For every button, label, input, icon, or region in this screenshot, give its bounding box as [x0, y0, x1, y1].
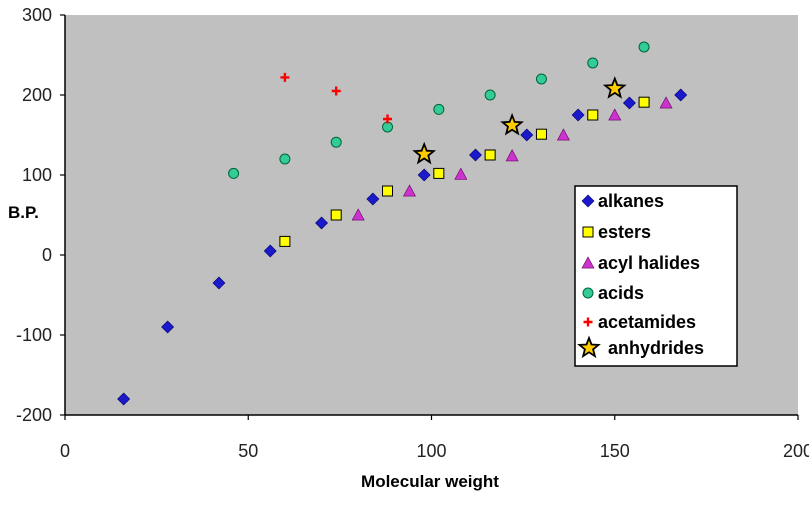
y-tick-label: -100 — [16, 325, 52, 345]
legend-label-alkanes: alkanes — [598, 191, 664, 211]
acyl-halides-point — [608, 108, 622, 121]
esters-point — [587, 109, 599, 121]
axis-ticks: -200 -100 0 100 200 300 0 50 100 150 200 — [16, 5, 809, 461]
esters-point — [484, 149, 496, 161]
legend-label-esters: esters — [598, 222, 651, 242]
acyl-halides-point — [556, 128, 570, 141]
alkanes-point — [117, 392, 131, 406]
acids-point — [535, 73, 547, 85]
esters-point — [638, 96, 650, 108]
acetamides-point — [383, 114, 393, 124]
esters-point — [382, 185, 394, 197]
legend-marker-anhydrides — [577, 335, 601, 359]
x-tick-label: 0 — [60, 441, 70, 461]
acids-point — [433, 103, 445, 115]
esters-point — [330, 209, 342, 221]
alkanes-point — [263, 244, 277, 258]
x-tick-label: 200 — [783, 441, 809, 461]
acids-point — [228, 167, 240, 179]
acyl-halides-point — [351, 208, 365, 221]
anhydrides-point — [500, 112, 524, 136]
alkanes-point — [674, 88, 688, 102]
acyl-halides-point — [454, 167, 468, 180]
acids-point — [587, 57, 599, 69]
legend-label-acyl-halides: acyl halides — [598, 253, 700, 273]
acids-point — [638, 41, 650, 53]
x-tick-label: 150 — [600, 441, 630, 461]
legend-marker-alkanes — [581, 194, 595, 208]
alkanes-point — [622, 96, 636, 110]
y-axis-title: B.P. — [8, 203, 39, 222]
acyl-halides-point — [505, 149, 519, 162]
y-tick-label: -200 — [16, 405, 52, 425]
alkanes-point — [315, 216, 328, 230]
y-tick-label: 200 — [22, 85, 52, 105]
legend-label-acids: acids — [598, 283, 644, 303]
acetamides-point — [331, 86, 341, 96]
esters-point — [433, 167, 445, 179]
legend-label-acetamides: acetamides — [598, 312, 696, 332]
legend-label-anhydrides: anhydrides — [608, 338, 704, 358]
alkanes-point — [469, 148, 482, 162]
legend-marker-acetamides — [583, 317, 593, 327]
alkanes-point — [520, 128, 534, 142]
alkanes-point — [366, 192, 380, 206]
legend: alkanes esters acyl halides acids acetamides… — [574, 185, 738, 367]
esters-point — [279, 235, 291, 247]
acyl-halides-point — [659, 96, 673, 109]
alkanes-point — [161, 320, 175, 334]
acids-point — [330, 136, 342, 148]
x-axis-title: Molecular weight — [361, 472, 499, 491]
anhydrides-point — [412, 141, 437, 165]
x-tick-label: 50 — [238, 441, 258, 461]
y-tick-label: 100 — [22, 165, 52, 185]
anhydrides-point — [602, 76, 627, 99]
alkanes-point — [571, 108, 585, 122]
alkanes-point — [212, 276, 226, 290]
legend-box — [574, 185, 738, 367]
legend-marker-esters — [582, 226, 594, 238]
acids-point — [279, 153, 291, 165]
acetamides-point — [280, 72, 290, 82]
legend-marker-acids — [582, 287, 594, 299]
acyl-halides-point — [403, 184, 417, 197]
legend-marker-acyl-halides — [581, 256, 595, 269]
x-tick-label: 100 — [416, 441, 446, 461]
y-tick-label: 0 — [42, 245, 52, 265]
data-points — [117, 41, 688, 406]
acids-point — [484, 89, 496, 101]
y-tick-label: 300 — [22, 5, 52, 25]
esters-point — [535, 128, 547, 140]
alkanes-point — [417, 168, 431, 182]
